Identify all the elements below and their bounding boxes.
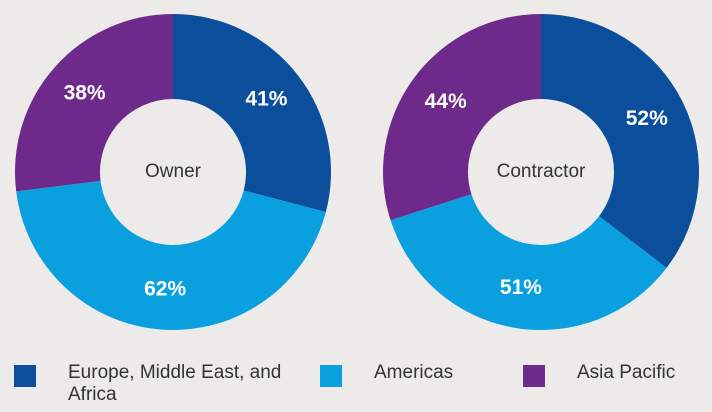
data-label: 52% xyxy=(626,107,668,130)
legend-item: Americas xyxy=(320,362,504,387)
legend-label: Asia Pacific xyxy=(577,362,676,383)
legend-item: Europe, Middle East, and Africa xyxy=(14,362,298,406)
donut-slice xyxy=(541,14,700,268)
donut-slice xyxy=(390,194,667,330)
legend-label: Americas xyxy=(374,362,454,383)
data-label: 41% xyxy=(245,87,287,110)
legend-label: Europe, Middle East, and Africa xyxy=(68,362,282,405)
data-label: 51% xyxy=(500,276,542,299)
legend-swatch xyxy=(320,365,342,387)
legend-swatch xyxy=(523,365,545,387)
donut-slice xyxy=(16,180,326,331)
donut-slice xyxy=(382,14,541,221)
donut-slice xyxy=(173,14,332,213)
data-label: 38% xyxy=(64,81,106,104)
data-label: 44% xyxy=(425,90,467,113)
legend-swatch xyxy=(14,365,36,387)
data-label: 62% xyxy=(144,277,186,300)
legend-item: Asia Pacific xyxy=(523,362,712,387)
center-label: Contractor xyxy=(497,161,586,182)
donut-slice xyxy=(15,14,173,192)
center-label: Owner xyxy=(145,161,202,182)
